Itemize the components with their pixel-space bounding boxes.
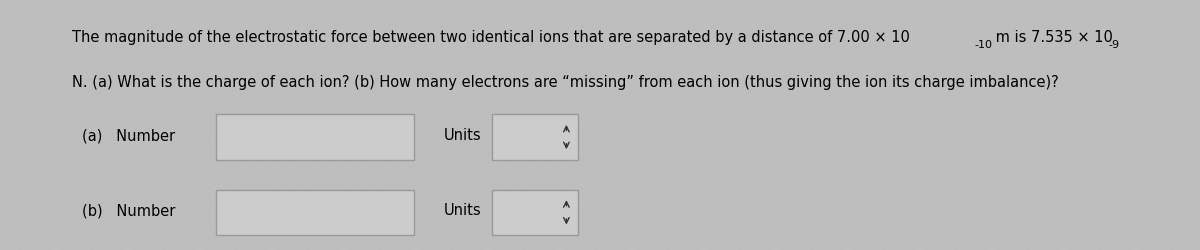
FancyBboxPatch shape — [492, 115, 578, 160]
FancyBboxPatch shape — [492, 190, 578, 235]
Text: (b)   Number: (b) Number — [82, 202, 175, 218]
FancyBboxPatch shape — [216, 190, 414, 235]
Text: -9: -9 — [1109, 40, 1120, 50]
Text: -10: -10 — [974, 40, 992, 50]
Text: Units: Units — [444, 128, 481, 142]
Text: Units: Units — [444, 202, 481, 218]
Text: m is 7.535 × 10: m is 7.535 × 10 — [991, 30, 1114, 45]
Text: N. (a) What is the charge of each ion? (b) How many electrons are “missing” from: N. (a) What is the charge of each ion? (… — [72, 75, 1058, 90]
Text: (a)   Number: (a) Number — [82, 128, 175, 142]
FancyBboxPatch shape — [216, 115, 414, 160]
Text: The magnitude of the electrostatic force between two identical ions that are sep: The magnitude of the electrostatic force… — [72, 30, 910, 45]
